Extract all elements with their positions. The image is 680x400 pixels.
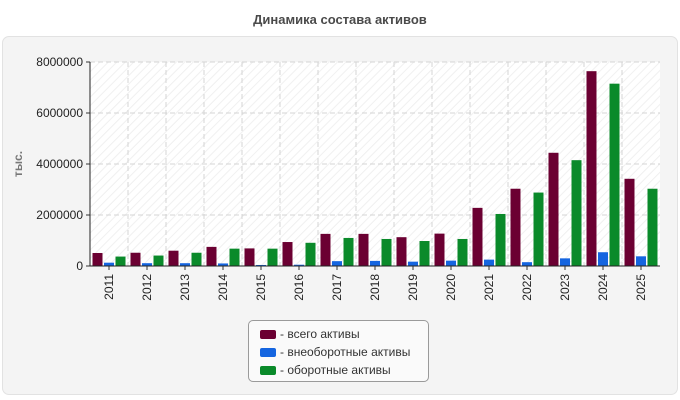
bar-2013-2	[191, 252, 202, 266]
x-tick-label: 2015	[254, 274, 268, 301]
bar-2018-2	[381, 238, 392, 266]
x-tick-label: 2022	[520, 274, 534, 301]
legend-swatch-total	[260, 329, 276, 339]
legend-swatch-current	[260, 365, 276, 375]
legend-item-current: - оборотные активы	[260, 361, 428, 379]
legend-item-total: - всего активы	[260, 325, 428, 343]
y-tick-label: 8000000	[36, 55, 83, 69]
bar-2013-0	[168, 250, 179, 266]
legend-item-noncurrent: - внеоборотные активы	[260, 343, 428, 361]
bar-2020-0	[434, 233, 445, 266]
bar-2023-0	[548, 152, 559, 266]
y-tick-label: 0	[76, 259, 83, 273]
bar-2015-1	[256, 264, 266, 266]
bar-2014-1	[218, 263, 228, 266]
grid-lines	[86, 61, 660, 267]
x-tick-label: 2023	[558, 274, 572, 301]
bar-2021-2	[495, 213, 506, 266]
bar-2012-1	[142, 263, 152, 266]
bar-2015-2	[267, 248, 278, 266]
x-tick-label: 2014	[216, 274, 230, 301]
x-tick-label: 2025	[634, 274, 648, 301]
bar-2023-1	[560, 258, 570, 266]
legend: - всего активы - внеоборотные активы - о…	[248, 320, 429, 382]
bar-2017-0	[320, 233, 331, 266]
legend-swatch-noncurrent	[260, 347, 276, 357]
y-tick-label: 4000000	[36, 157, 83, 171]
bar-2017-1	[332, 261, 342, 266]
bar-2024-0	[586, 71, 597, 267]
bar-2022-0	[510, 188, 521, 266]
bar-2019-1	[408, 261, 418, 266]
bar-2025-2	[647, 188, 658, 266]
bar-2021-1	[484, 259, 494, 266]
bar-2012-2	[153, 255, 164, 266]
y-tick-label: 2000000	[36, 208, 83, 222]
legend-label-current: - оборотные активы	[280, 363, 391, 377]
bar-2014-2	[229, 248, 240, 266]
bar-2019-0	[396, 237, 407, 266]
x-tick-labels: 2011 2012 2013 2014 2015 2016 2017 2018 2019 2020…	[102, 266, 648, 301]
y-tick-label: 6000000	[36, 106, 83, 120]
bar-2023-2	[571, 160, 582, 266]
chart-title: Динамика состава активов	[253, 12, 427, 27]
bar-2017-2	[343, 237, 354, 266]
bar-2012-0	[130, 252, 141, 266]
y-tick-labels: 0 2000000 4000000 6000000 8000000	[36, 55, 83, 273]
bar-2022-2	[533, 192, 544, 266]
x-tick-label: 2011	[102, 274, 116, 300]
bar-2011-1	[104, 262, 114, 266]
x-tick-label: 2024	[596, 274, 610, 301]
bar-2014-0	[206, 246, 217, 266]
x-tick-label: 2017	[330, 274, 344, 301]
x-tick-label: 2016	[292, 274, 306, 301]
x-tick-label: 2012	[140, 274, 154, 301]
bar-2011-2	[115, 256, 126, 266]
bar-2020-2	[457, 238, 468, 266]
bar-2015-0	[244, 248, 255, 266]
bar-2022-1	[522, 262, 532, 266]
bar-2019-2	[419, 241, 430, 266]
x-tick-label: 2019	[406, 274, 420, 301]
bar-2020-1	[446, 260, 456, 266]
x-tick-label: 2018	[368, 274, 382, 301]
x-tick-label: 2021	[482, 274, 496, 301]
bar-2025-0	[624, 178, 635, 266]
x-tick-label: 2013	[178, 274, 192, 301]
bar-2016-0	[282, 242, 293, 266]
bar-2025-1	[636, 256, 646, 266]
bar-2013-1	[180, 263, 190, 266]
y-axis-label: тыс.	[11, 151, 25, 177]
bar-2021-0	[472, 207, 483, 266]
x-tick-label: 2020	[444, 274, 458, 301]
bar-2016-2	[305, 242, 316, 266]
bar-2024-2	[609, 83, 620, 266]
bar-2016-1	[294, 264, 304, 266]
bar-2011-0	[92, 252, 103, 266]
bars	[92, 71, 658, 267]
bar-2018-0	[358, 233, 369, 266]
bar-2018-1	[370, 260, 380, 266]
bar-2024-1	[598, 252, 608, 266]
legend-label-noncurrent: - внеоборотные активы	[280, 345, 411, 359]
legend-label-total: - всего активы	[280, 327, 360, 341]
